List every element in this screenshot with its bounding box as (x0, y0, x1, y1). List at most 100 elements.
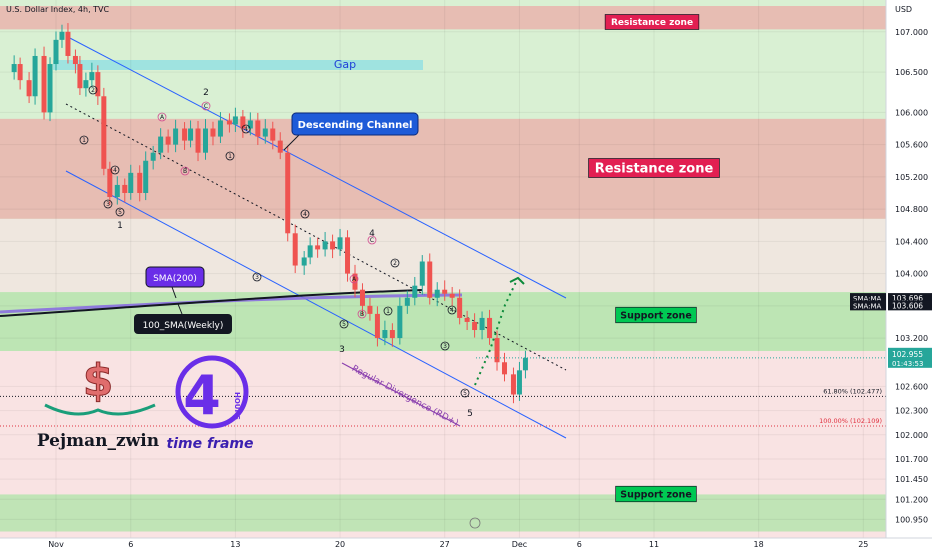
circled-label: 4 (303, 211, 307, 218)
sma-weekly-label-bg (134, 314, 232, 334)
candle-body (150, 152, 156, 161)
candle-body (210, 128, 216, 137)
circled-label-ring (225, 151, 235, 161)
candle-body (412, 285, 418, 298)
circled-label: 4 (113, 167, 117, 174)
circled-label: 5 (463, 390, 467, 397)
timeframe-ring-icon (175, 355, 249, 429)
logo-swoosh-icon (44, 403, 156, 416)
candle-body (41, 55, 47, 113)
y-tick-label: 107.000 (895, 28, 928, 37)
y-tick-label: 102.300 (895, 407, 928, 416)
circled-label-ring (110, 165, 120, 175)
x-tick-label: 13 (230, 540, 240, 549)
y-axis-bg (886, 0, 932, 550)
circled-label: 3 (106, 201, 110, 208)
timeframe-text: time frame (167, 436, 254, 452)
circled-label-ring (440, 341, 450, 351)
support-zone-bottom-label-bg (615, 485, 697, 503)
candle-body (255, 120, 261, 137)
timeframe-number: 4 (183, 364, 221, 427)
y-tick-label: 104.400 (895, 237, 928, 246)
channel-upper-line (65, 35, 567, 299)
candle-body (330, 241, 336, 250)
wave-label-3: 3 (339, 345, 345, 355)
circled-label-ring (79, 135, 89, 145)
candle-body (427, 261, 433, 298)
candle-body (114, 184, 120, 198)
candle-body (292, 233, 298, 266)
candle-body (434, 289, 440, 298)
sma-value-badge-bg (888, 300, 932, 311)
candle-body (510, 374, 516, 395)
circled-label-ring (300, 209, 310, 219)
countdown-badge: 01:43:53 (892, 360, 923, 368)
candle-body (32, 55, 38, 97)
callout-pointer-channel (283, 133, 301, 151)
circled-label-ring (180, 166, 190, 176)
x-tick-label: 11 (649, 540, 659, 549)
candle-body (301, 257, 307, 266)
circled-label: B (183, 168, 187, 175)
candle-body (307, 245, 313, 258)
gap-label: Gap (334, 58, 356, 71)
sma-value-badge: 103.606 (892, 301, 923, 310)
current-price-badge-bg (888, 347, 932, 368)
candle-body (240, 116, 246, 129)
support-zone-label: Support zone (620, 310, 692, 321)
candle-body (472, 321, 478, 331)
circled-label: 4 (244, 126, 248, 133)
circled-label: C (370, 237, 374, 244)
wave-label-4: 4 (369, 229, 375, 239)
sma-name-badge: SMA:MA (853, 302, 882, 310)
wave-label-1: 1 (117, 221, 123, 231)
y-tick-label: 106.500 (895, 68, 928, 77)
candle-body (382, 330, 388, 339)
candle-body (277, 140, 283, 153)
candle-body (419, 261, 425, 286)
projection-arrow-head (509, 276, 525, 285)
lightning-icon (469, 517, 481, 529)
zone-resistance-0 (0, 6, 886, 30)
y-tick-label: 103.200 (895, 334, 928, 343)
candle-body (322, 241, 328, 250)
candle-body (143, 160, 149, 193)
candle-body (188, 128, 194, 141)
candle-body (262, 128, 268, 137)
candle-body (101, 96, 107, 169)
sma-weekly-label: 100_SMA(Weekly) (143, 321, 224, 331)
candle-body (217, 120, 223, 137)
candle-body (487, 317, 493, 339)
candle-body (285, 152, 291, 234)
circled-label: 3 (255, 274, 259, 281)
candle-body (47, 64, 53, 113)
y-tick-label: 101.200 (895, 495, 928, 504)
fib-label: 100.00% (102.109) (819, 417, 882, 425)
projection-dotted-path (474, 279, 518, 386)
candle-body (494, 338, 500, 363)
candle-body (137, 172, 143, 193)
circled-label-ring (252, 272, 262, 282)
zone-resistance-1 (0, 118, 886, 219)
candle-body (442, 289, 448, 294)
circled-label-ring (390, 258, 400, 268)
circled-label-ring (383, 306, 393, 316)
gap-band (53, 60, 423, 71)
candle-body (226, 120, 232, 125)
wave-label-5: 5 (467, 409, 473, 419)
candle-body (522, 357, 528, 371)
circled-label: C (204, 103, 208, 110)
chart-title: U.S. Dollar Index, 4h, TVC (6, 5, 110, 14)
resistance-zone-top-label-bg (604, 14, 700, 30)
circled-label: 5 (118, 209, 122, 216)
candle-body (65, 31, 71, 56)
candle-body (464, 317, 470, 322)
candle-body (337, 237, 343, 250)
candle-body (26, 80, 32, 97)
candle-body (53, 39, 59, 65)
x-tick-label: 6 (128, 540, 133, 549)
callout-pointer-sma200 (171, 286, 177, 299)
y-tick-label: 105.200 (895, 173, 928, 182)
